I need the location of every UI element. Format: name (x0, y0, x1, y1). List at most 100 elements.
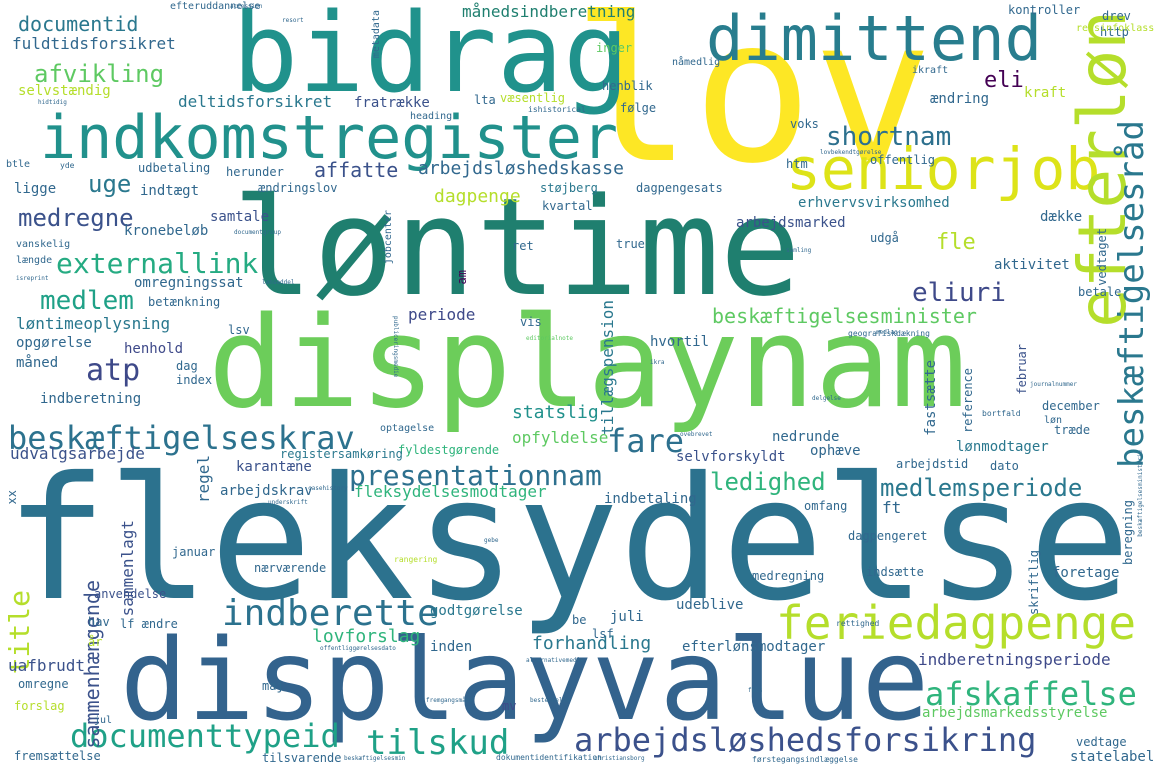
word-indbetaling: indbetaling (604, 491, 697, 507)
word-dokumentidentifikation: beskæftigelsesmin (344, 755, 406, 762)
word-lsf: lsf (592, 627, 614, 641)
word-publiceringsmedie: editorialnote (526, 335, 573, 342)
word-anvendelse: anvendelse (94, 587, 167, 601)
word-beskaeftigelsesmin: bortfald (982, 409, 1021, 418)
word-geografiskdaekning: publiceringsmedie (392, 316, 399, 378)
word-be: be (572, 613, 587, 627)
word-hvortil: hvortil (650, 334, 710, 350)
word-lta: lta (474, 93, 496, 107)
word-beskaeftigelsesminister: beskæftigelsesminister (712, 304, 977, 328)
word-henblik: henblik (602, 79, 653, 93)
word-rettighed: lovbekendtgørelse (820, 149, 882, 156)
word-januar: januar (172, 545, 216, 559)
word-eli: eli (984, 68, 1024, 93)
word-lovforslag: lovforslag (312, 626, 421, 647)
word-ishistorical: yde (60, 161, 75, 170)
word-fastsaette: fastsætte (923, 360, 939, 436)
word-affatte: affatte (314, 158, 399, 182)
word-aar: år (88, 635, 103, 649)
word-maaned: måned (16, 355, 59, 371)
word-inden: inden (430, 639, 473, 655)
word-htm: htm (786, 157, 808, 171)
word-selvforskyldt: selvforskyldt (676, 449, 786, 465)
word-optagelse: optagelse (380, 423, 435, 434)
word-bestemmelse: fremgangsmåde (426, 697, 473, 704)
word-ret: ret (512, 239, 534, 253)
word-hav: hav (88, 615, 110, 629)
word-foretage: foretage (1052, 565, 1120, 581)
word-hidtidig: ishistorical (528, 105, 586, 114)
word-stoejberg: støjberg (540, 181, 598, 195)
word-documentgroup: journalnummer (1030, 381, 1077, 388)
word-selvstaendig: selvstændig (18, 83, 111, 99)
word-kraft: kraft (1024, 85, 1067, 101)
word-laengde: længde (16, 255, 53, 266)
word-http: http (1100, 25, 1129, 39)
word-am: am (455, 270, 469, 285)
word-arbejdstid: arbejdstid (896, 457, 969, 471)
word-arbejdsmarkedsstyrelse: arbejdsmarkedsstyrelse (922, 705, 1108, 721)
word-inger: inger (596, 41, 633, 55)
word-ft: ft (882, 498, 902, 517)
word-medlemsperiode: medlemsperiode (880, 474, 1083, 502)
word-dag: dag (176, 359, 198, 373)
word-afvikling: afvikling (34, 60, 165, 88)
word-alternativemedie: casehistory (308, 485, 348, 492)
word-indsaette: indsætte (866, 565, 924, 579)
word-ovebrevet: medlag (876, 329, 898, 336)
word-betaenkning: betænkning (148, 295, 221, 309)
word-editorialnote: isreprint (16, 275, 49, 282)
word-maj: maj (262, 679, 284, 693)
word-offentlig: offentlig (870, 153, 936, 167)
word-eliuri: eliuri (912, 278, 1006, 308)
word-naervaerende: nærværende (254, 561, 327, 575)
word-lovbekendtgoerelse: delgelse (812, 395, 841, 402)
word-traede: træde (1054, 423, 1091, 437)
word-arbejdsloeshedskasse: arbejdsløshedskasse (418, 158, 624, 179)
word-fleksydelsesmodtager: fleksydelsesmodtager (354, 482, 547, 501)
word-seniorjob: seniorjob (786, 135, 1101, 203)
word-yde: retsinfoklassifikation (1076, 23, 1155, 34)
word-statelabel: statelabel (1070, 749, 1155, 765)
word-drev: drev (1102, 9, 1131, 23)
word-indberette: indberette (222, 593, 439, 634)
word-udvalgsarbejde: udvalgsarbejde (10, 444, 145, 463)
word-ophaeve: ophæve (810, 443, 861, 459)
word-betale: betale (1078, 285, 1122, 299)
word-arbejdskrav: arbejdskrav (220, 483, 313, 499)
word-omregne: omregne (18, 677, 69, 691)
word-fare: fare (607, 422, 685, 460)
word-udbetaling: udbetaling (138, 161, 211, 175)
word-opfyldelse: opfyldelse (512, 428, 609, 447)
word-lf-aendre: lf ændre (120, 617, 178, 631)
word-samling: offentliggørelsesdato (320, 645, 396, 652)
word-uafbrudt: uafbrudt (8, 656, 86, 675)
word-skriftlig: skriftlig (1027, 550, 1041, 616)
word-karantaene: karantæne (236, 459, 312, 475)
word-fals: rettighed (836, 619, 880, 628)
word-rangering: gebe (484, 537, 499, 544)
word-lsv: lsv (228, 323, 250, 337)
word-shortnam: shortnam (826, 122, 952, 152)
word-kronebeloeb: kronebeløb (124, 223, 209, 239)
word-tillaegspension: tillægspension (598, 300, 617, 435)
word-atp: atp (86, 353, 141, 388)
word-index: index (176, 373, 213, 387)
word-forhandling: forhandling (532, 633, 652, 654)
word-udgaa: udgå (870, 231, 899, 245)
word-heading: ikraft (912, 65, 949, 76)
word-mv: mv (502, 699, 517, 713)
word-medregning: medregning (752, 569, 825, 583)
word-bortfald: geografiskdækning (848, 329, 930, 338)
word-afskaffelse: afskaffelse (925, 675, 1137, 713)
word-periode: periode (408, 305, 476, 324)
word-dagpengeret: xx (5, 490, 19, 505)
word-ikra: ovebrevet (680, 431, 713, 438)
word-godtgoerelse: godtgørelse (430, 603, 523, 619)
word-gebe: ikra (650, 359, 665, 366)
word-herunder: herunder (226, 165, 284, 179)
word-vanskelig: vanskelig (16, 239, 71, 250)
word-foelge: følge (620, 101, 657, 115)
word-resort: accession (230, 3, 263, 10)
word-arbejde: dagpengeret (848, 529, 928, 543)
